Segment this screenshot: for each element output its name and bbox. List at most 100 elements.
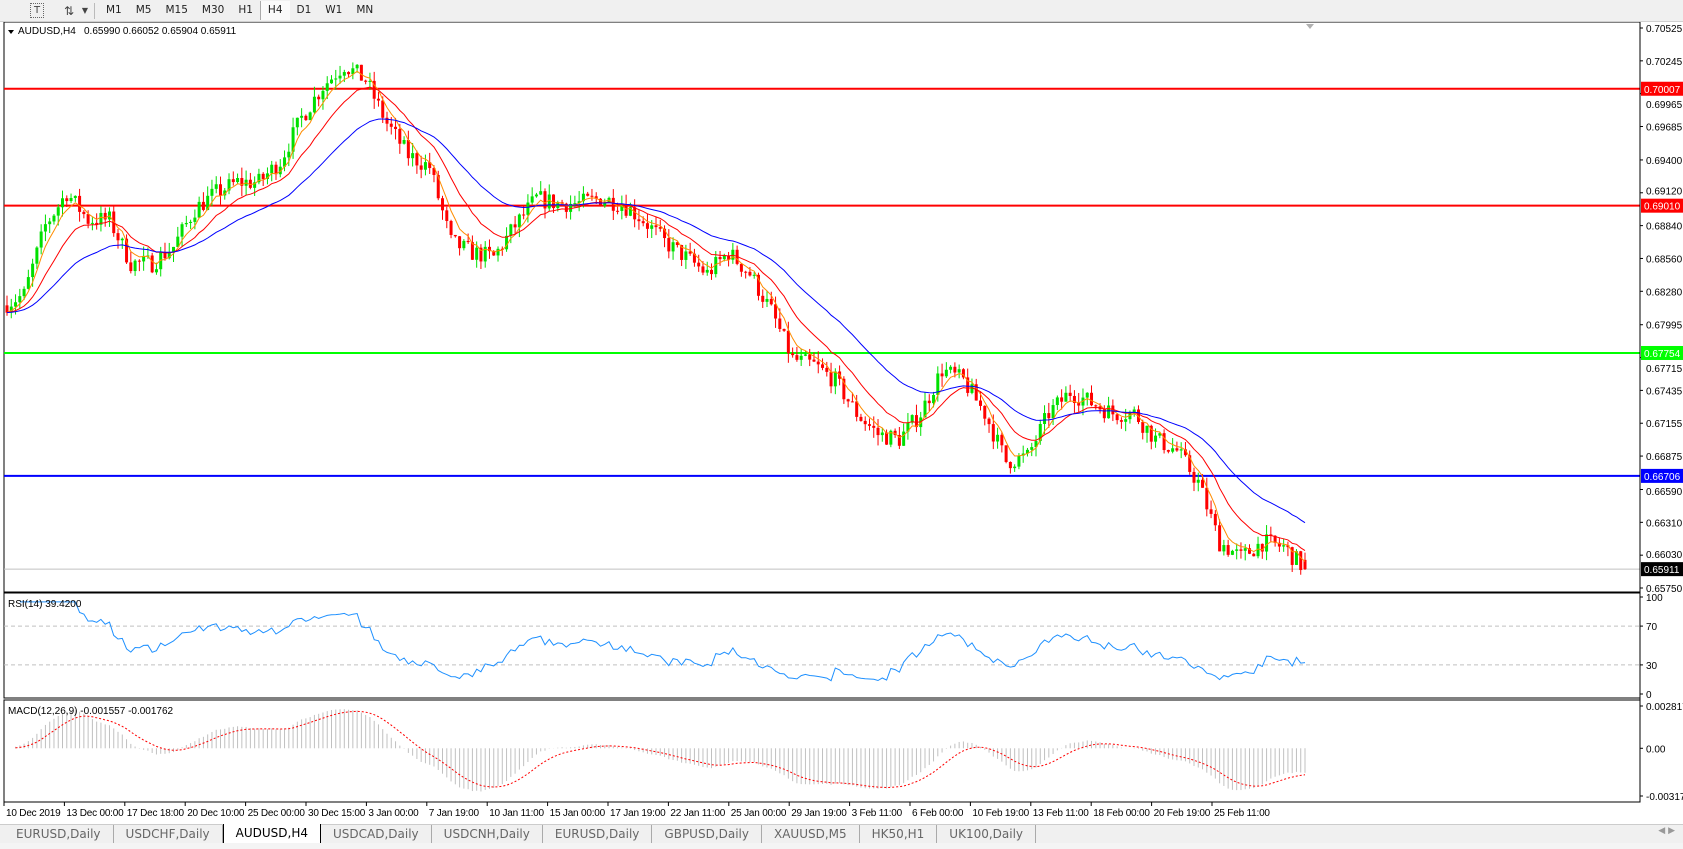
chart-tab[interactable]: EURUSD,Daily [543, 825, 653, 844]
time-tick-label: 30 Dec 15:00 [308, 808, 366, 819]
candle-body [739, 263, 743, 272]
timeframe-m5[interactable]: M5 [135, 4, 152, 16]
candle-body [257, 173, 261, 183]
timeframe-m30[interactable]: M30 [201, 4, 225, 16]
candle-body [752, 274, 756, 276]
candle-body [137, 260, 141, 262]
candle-body [184, 222, 188, 225]
candle-body [850, 401, 854, 403]
chevron-down-icon[interactable]: ▼ [81, 6, 89, 15]
candle-body [701, 266, 705, 273]
candle-body [1055, 397, 1059, 406]
candle-body [351, 68, 355, 75]
candle-body [522, 214, 526, 216]
collapse-triangle-icon[interactable] [8, 30, 14, 34]
candle-body [944, 369, 948, 377]
candle-body [376, 98, 380, 101]
candle-body [765, 298, 769, 302]
candle-body [966, 377, 970, 393]
candle-body [22, 288, 26, 297]
candle-body [1136, 409, 1140, 423]
candle-body [1205, 487, 1209, 510]
candle-body [1038, 424, 1042, 442]
timeframe-m15[interactable]: M15 [165, 4, 188, 16]
candle-body [778, 318, 782, 329]
chart-tab[interactable]: USDCNH,Daily [432, 825, 543, 844]
candle-body [176, 236, 180, 247]
candle-body [991, 424, 995, 442]
candle-body [1064, 392, 1068, 402]
timeframe-m1[interactable]: M1 [106, 4, 122, 16]
chart-tab[interactable]: UK100,Daily [937, 825, 1037, 844]
candle-body [569, 203, 573, 212]
candle-body [863, 420, 867, 425]
candle-body [406, 140, 410, 159]
candle-body [641, 221, 645, 224]
candle-body [496, 248, 500, 256]
timeframe-h1[interactable]: H1 [238, 4, 253, 16]
chart-tab[interactable]: EURUSD,Daily [4, 825, 114, 844]
time-tick-label: 17 Jan 19:00 [610, 808, 666, 819]
candle-body [906, 422, 910, 432]
candle-body [73, 195, 77, 199]
rsi-pane[interactable] [3, 592, 1641, 699]
bid-price-badge [1641, 562, 1683, 577]
candle-body [487, 246, 491, 252]
chart-tab[interactable]: GBPUSD,Daily [652, 825, 762, 844]
macd-tick-label: -0.003179 [1646, 792, 1683, 803]
candle-body [227, 179, 231, 191]
candle-body [436, 174, 440, 199]
candle-body [923, 400, 927, 418]
candle-body [500, 248, 504, 250]
candle-body [748, 271, 752, 276]
candle-body [172, 246, 176, 253]
time-tick-label: 25 Jan 00:00 [731, 808, 787, 819]
chart-tab[interactable]: USDCHF,Daily [114, 825, 223, 844]
price-tick-label: 0.66030 [1646, 550, 1683, 561]
candle-body [842, 378, 846, 400]
candle-body [833, 371, 837, 387]
candle-body [18, 296, 22, 303]
chart-window[interactable]: 0.70525 0.70245 0.69965 0.69685 0.69400 0.691… [0, 22, 1683, 824]
candle-body [710, 269, 714, 275]
candle-body [167, 252, 171, 259]
ma-fast-line [6, 70, 1306, 562]
candle-body [812, 359, 816, 362]
candle-body [240, 177, 244, 186]
timeframe-w1[interactable]: W1 [325, 4, 343, 16]
candle-body [300, 115, 304, 118]
chart-tab[interactable]: XAUUSD,M5 [762, 825, 860, 844]
timeframe-h4[interactable]: H4 [259, 1, 290, 20]
candle-body [1299, 551, 1303, 571]
candle-body [9, 306, 13, 313]
candle-body [423, 162, 427, 170]
timeframe-mn[interactable]: MN [356, 4, 374, 16]
chart-tab[interactable]: USDCAD,Daily [321, 825, 432, 844]
candle-body [1017, 455, 1021, 467]
timeframe-d1[interactable]: D1 [296, 4, 312, 16]
arrows-tool-icon[interactable]: ⇅ [63, 3, 75, 18]
candle-body [270, 164, 274, 174]
chart-tab[interactable]: HK50,H1 [860, 825, 938, 844]
time-tick-label: 13 Feb 11:00 [1033, 808, 1089, 819]
chart-tab[interactable]: AUDUSD,H4 [222, 824, 322, 844]
candle-body [31, 263, 35, 278]
text-tool-icon[interactable]: T [30, 3, 44, 18]
candle-body [1230, 550, 1234, 555]
candle-body [419, 165, 423, 170]
candle-body [479, 247, 483, 262]
candle-body [718, 257, 722, 260]
candle-body [714, 257, 718, 275]
tab-scroll-arrows[interactable]: ◀ ▶ [1658, 826, 1675, 836]
time-tick-label: 20 Feb 19:00 [1154, 808, 1211, 819]
candle-body [163, 252, 167, 259]
candle-body [539, 191, 543, 195]
macd-pane[interactable] [3, 699, 1641, 803]
candle-body [1000, 434, 1004, 446]
candle-body [86, 214, 90, 224]
price-tick-label: 0.67995 [1646, 321, 1683, 332]
chart-shift-marker-icon[interactable] [1306, 24, 1314, 29]
candle-body [274, 164, 278, 175]
candle-body [304, 115, 308, 121]
candle-body [197, 201, 201, 218]
